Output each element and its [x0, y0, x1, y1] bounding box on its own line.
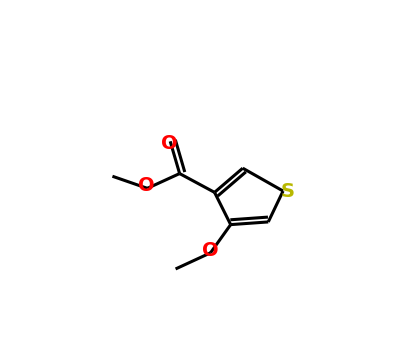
Text: O: O: [202, 241, 219, 260]
Text: O: O: [138, 176, 154, 195]
Text: O: O: [161, 134, 177, 154]
Text: S: S: [280, 181, 295, 201]
